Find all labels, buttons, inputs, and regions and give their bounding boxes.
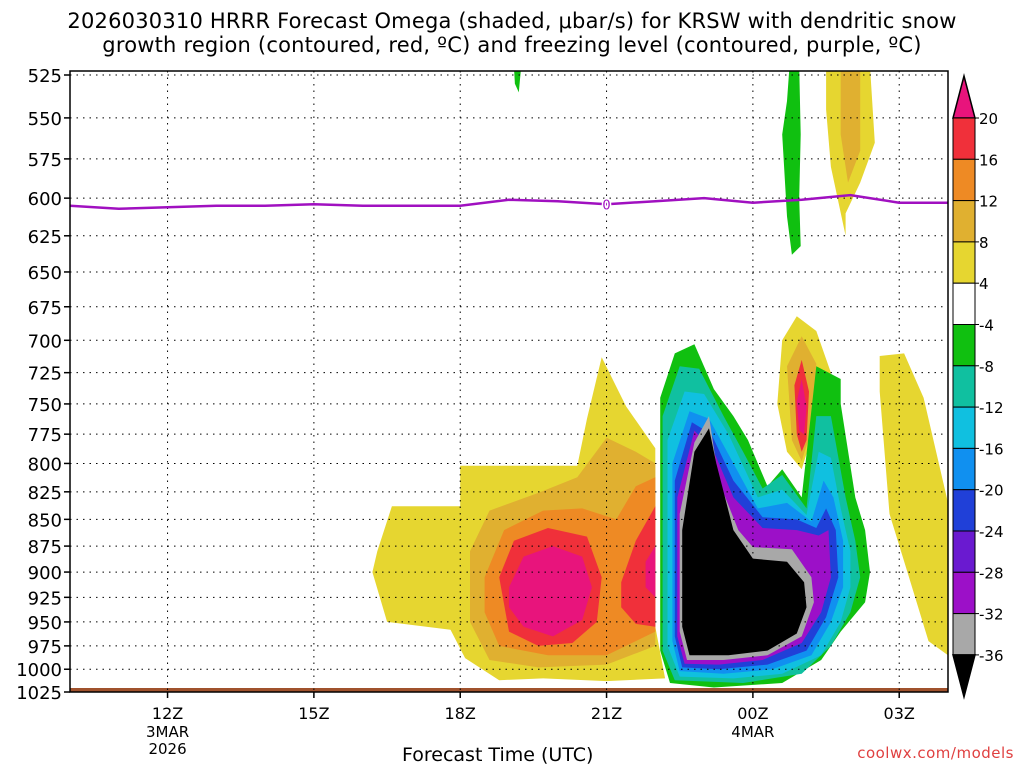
freezing-level-line [70,193,948,211]
colorbar-segment [952,613,976,656]
y-tick-label: 1000 [16,660,62,681]
x-tick-label: 15Z [298,704,329,723]
omega-region-uplift-20 [509,546,592,637]
y-tick-label: 875 [28,537,62,558]
site-credit: coolwx.com/models [857,744,1014,762]
x-tick-sublabel: 2026 [148,740,186,758]
omega-region-green-small [514,71,521,93]
x-tick-label: 21Z [591,704,622,723]
y-tick-label: 700 [28,331,62,352]
colorbar-label: 8 [979,234,989,252]
colorbar-label: -36 [979,647,1004,665]
colorbar-label: -12 [979,399,1004,417]
colorbar-segment [952,406,976,449]
colorbar-segment [952,117,976,160]
omega-region-uplift-16b [621,506,656,627]
y-tick-label: 625 [28,227,62,248]
colorbar-bottom-triangle [952,654,976,700]
colorbar-label: -32 [979,606,1004,624]
y-tick-label: 825 [28,483,62,504]
omega-region-right-yellow [879,353,948,656]
x-tick-label: 03Z [884,704,915,723]
y-tick-label: 650 [28,263,62,284]
x-tick-sublabel: 4MAR [731,723,774,741]
omega-region-col-top-20 [796,379,807,435]
y-tick-label: 800 [28,454,62,475]
colorbar-label: -4 [979,317,994,335]
y-tick-label: 575 [28,150,62,171]
colorbar-label: 20 [979,110,998,128]
y-tick-label: 675 [28,298,62,319]
y-tick-label: 900 [28,563,62,584]
y-tick-label: 550 [28,109,62,130]
colorbar-label: -24 [979,523,1004,541]
omega-region-upper-orange [840,71,861,183]
y-tick-label: 975 [28,637,62,658]
y-tick-label: 1025 [16,683,62,704]
y-tick-label: 925 [28,588,62,609]
colorbar-label: -8 [979,358,994,376]
colorbar-segment [952,489,976,532]
colorbar-label: -28 [979,564,1004,582]
colorbar-label: 4 [979,275,989,293]
x-tick-sublabel: 3MAR [146,723,189,741]
omega-region-descent-36 [682,428,807,656]
colorbar-segment [952,158,976,202]
y-tick-label: 525 [28,66,62,87]
colorbar-label: -20 [979,482,1004,500]
chart-title-line-1: 2026030310 HRRR Forecast Omega (shaded, … [67,9,957,33]
colorbar-segment [952,200,976,243]
freezing-level-label: 0 [602,198,610,213]
colorbar-label: 16 [979,151,998,169]
plot-frame [69,70,949,693]
colorbar-segment [952,530,976,573]
y-tick-label: 775 [28,425,62,446]
ground-strip [70,688,948,692]
x-tick-label: 12Z [152,704,183,723]
colorbar-segment [952,447,976,491]
colorbar-segment [952,571,976,615]
colorbar-segment [952,324,976,367]
y-tick-label: 750 [28,395,62,416]
chart-title-line-2: growth region (contoured, red, ºC) and f… [102,33,922,57]
y-tick-label: 725 [28,364,62,385]
omega-region-uplift-20b [645,546,656,598]
colorbar-segment [952,365,976,408]
colorbar-segment [952,282,976,326]
y-tick-label: 850 [28,510,62,531]
colorbar-top-triangle [952,73,976,119]
colorbar-label: 12 [979,193,998,211]
colorbar-segment [952,241,976,284]
x-axis-label: Forecast Time (UTC) [402,744,594,766]
x-tick-label: 00Z [737,704,768,723]
y-tick-label: 950 [28,613,62,634]
colorbar-label: -16 [979,440,1004,458]
y-tick-label: 600 [28,189,62,210]
omega-region-green-column [782,71,801,255]
x-tick-label: 18Z [445,704,476,723]
